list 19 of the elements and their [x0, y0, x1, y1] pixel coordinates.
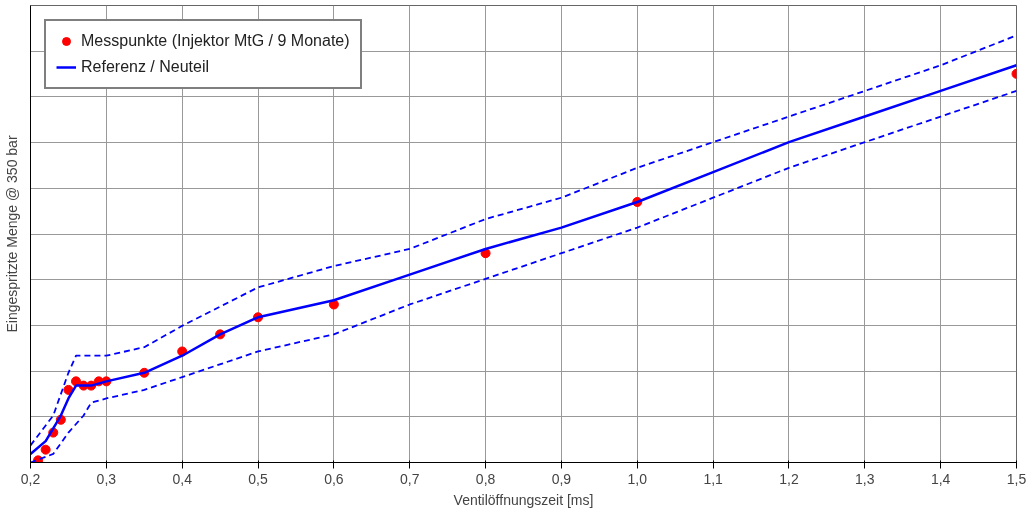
- x-tick-label: 1,2: [779, 470, 799, 487]
- x-tick-label: 0,2: [20, 470, 41, 487]
- legend-label: Referenz / Neuteil: [81, 58, 210, 76]
- x-tick-label: 0,5: [248, 470, 268, 487]
- x-tick-label: 0,8: [475, 470, 496, 487]
- x-tick-label: 1,4: [930, 470, 951, 487]
- y-axis-title: Eingespritzte Menge @ 350 bar: [3, 135, 20, 333]
- legend-label: Messpunkte (Injektor MtG / 9 Monate): [81, 32, 350, 50]
- x-tick-label: 0,9: [551, 470, 572, 487]
- point: [40, 444, 51, 455]
- x-tick-label: 0,7: [400, 470, 420, 487]
- x-tick-label: 1,0: [627, 470, 648, 487]
- x-tick-label: 1,1: [703, 470, 724, 487]
- x-axis-title: Ventilöffnungszeit [ms]: [453, 491, 594, 508]
- x-tick-label: 0,4: [172, 470, 193, 487]
- x-tick-label: 1,5: [1006, 470, 1027, 487]
- x-tick-label: 1,3: [855, 470, 875, 487]
- x-tick-label: 0,3: [96, 470, 117, 487]
- x-tick-label: 0,6: [324, 470, 344, 487]
